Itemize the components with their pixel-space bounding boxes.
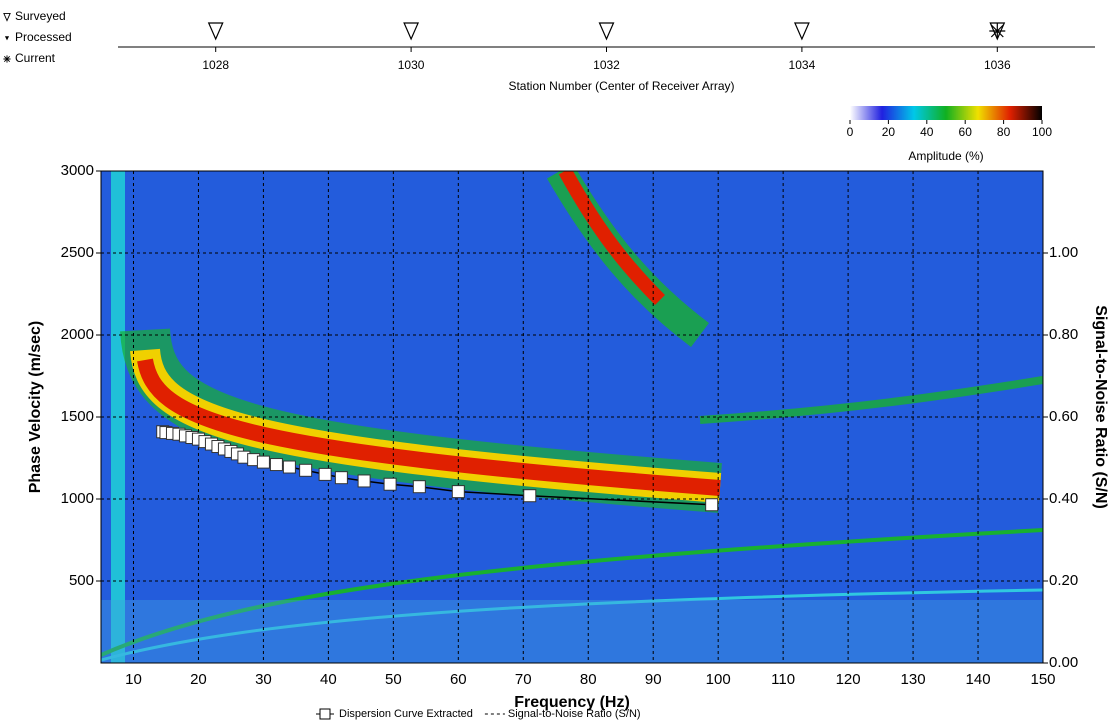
legend-label: Signal-to-Noise Ratio (S/N) — [508, 708, 641, 720]
x-tick-label: 1028 — [202, 58, 229, 72]
y2-tick-label: 1.00 — [1049, 244, 1078, 261]
x-tick-label: 90 — [645, 671, 662, 688]
y-tick-label: 2500 — [61, 244, 94, 261]
y2-tick-label: 0.00 — [1049, 654, 1078, 671]
y-tick-label: 500 — [69, 572, 94, 589]
station-marker — [598, 22, 615, 41]
y2-tick-label: 0.80 — [1049, 326, 1078, 343]
station-marker — [403, 22, 420, 41]
legend-symbol — [3, 12, 11, 22]
x-tick-label: 80 — [580, 671, 597, 688]
legend-label: Dispersion Curve Extracted — [339, 708, 473, 720]
legend-symbol — [319, 708, 331, 720]
y2-tick-label: 0.60 — [1049, 408, 1078, 425]
x-tick-label: 100 — [706, 671, 731, 688]
dispersion-point — [523, 489, 537, 503]
legend-label: Surveyed — [15, 9, 66, 23]
station-marker — [207, 22, 224, 41]
dispersion-point — [269, 458, 283, 472]
colorbar-tick-label: 100 — [1032, 125, 1052, 139]
colorbar-tick-label: 40 — [920, 125, 934, 139]
x-tick-label: 140 — [966, 671, 991, 688]
y2-tick-label: 0.40 — [1049, 490, 1078, 507]
x-tick-label: 150 — [1030, 671, 1055, 688]
x-tick-label: 1036 — [984, 58, 1011, 72]
dispersion-point — [334, 471, 348, 485]
y2-axis-label: Signal-to-Noise Ratio (S/N) — [1092, 305, 1109, 509]
colorbar-label: Amplitude (%) — [908, 149, 983, 163]
x-tick-label: 40 — [320, 671, 337, 688]
y-tick-label: 3000 — [61, 162, 94, 179]
colorbar-tick-label: 80 — [997, 125, 1011, 139]
colorbar-tick-label: 0 — [847, 125, 854, 139]
y-tick-label: 2000 — [61, 326, 94, 343]
x-tick-label: 1030 — [398, 58, 425, 72]
y-tick-label: 1000 — [61, 490, 94, 507]
y2-tick-label: 0.20 — [1049, 572, 1078, 589]
x-tick-label: 50 — [385, 671, 402, 688]
legend-label: Current — [15, 51, 56, 65]
dispersion-point — [451, 485, 465, 499]
dispersion-point — [412, 480, 426, 494]
x-tick-label: 110 — [771, 671, 795, 688]
colorbar-tick-label: 20 — [882, 125, 896, 139]
y-axis-label: Phase Velocity (m/sec) — [27, 321, 44, 494]
x-tick-label: 30 — [255, 671, 272, 688]
colorbar-tick-label: 60 — [959, 125, 973, 139]
station-marker — [793, 22, 810, 41]
legend-label: Processed — [15, 30, 72, 44]
dispersion-point — [256, 455, 270, 469]
x-tick-label: 60 — [450, 671, 467, 688]
x-tick-label: 1032 — [593, 58, 620, 72]
x-tick-label: 120 — [836, 671, 861, 688]
dispersion-point — [357, 474, 371, 488]
x-tick-label: 1034 — [789, 58, 816, 72]
x-axis-label: Frequency (Hz) — [514, 694, 630, 711]
x-tick-label: 130 — [901, 671, 926, 688]
x-tick-label: 20 — [190, 671, 207, 688]
dispersion-point — [282, 460, 296, 474]
x-tick-label: 10 — [125, 671, 142, 688]
legend-symbol — [3, 55, 11, 63]
dispersion-point — [383, 477, 397, 491]
dispersion-point — [318, 467, 332, 481]
colorbar — [850, 106, 1042, 120]
dispersion-point — [299, 463, 313, 477]
y-tick-label: 1500 — [61, 408, 94, 425]
x-tick-label: 70 — [515, 671, 532, 688]
x-axis-label: Station Number (Center of Receiver Array… — [508, 79, 734, 93]
station-marker — [989, 23, 1006, 39]
legend-symbol — [4, 36, 10, 41]
dispersion-point — [705, 498, 719, 512]
